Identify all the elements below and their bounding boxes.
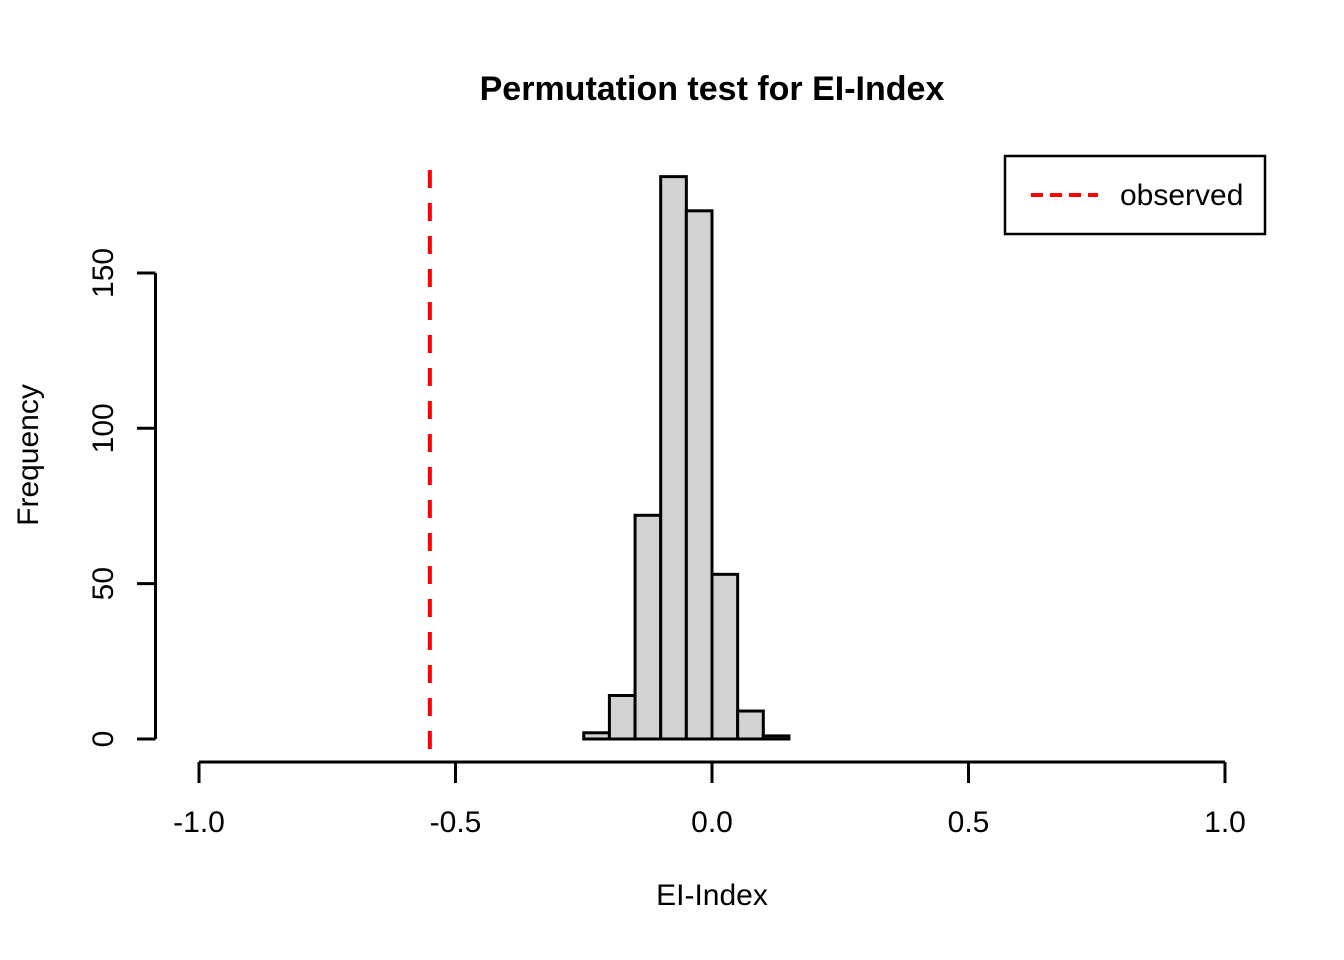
legend: observed (1003, 154, 1267, 236)
histogram-bar (684, 209, 714, 741)
histogram-bar (607, 694, 637, 741)
histogram-bar (710, 572, 740, 741)
x-tick-label: 0.5 (948, 806, 990, 839)
x-tick-label: 0.0 (691, 806, 733, 839)
y-tick-label: 100 (87, 403, 120, 453)
histogram-bar (761, 734, 791, 741)
chart-title: Permutation test for EI-Index (480, 70, 945, 108)
x-tick-label: -0.5 (430, 806, 482, 839)
y-axis-label: Frequency (12, 384, 45, 526)
legend-box (1003, 154, 1267, 236)
x-tick-label: 1.0 (1204, 806, 1246, 839)
legend-label: observed (1120, 179, 1243, 212)
histogram-bar (736, 709, 765, 741)
axes-group: -1.0 -0.5 0.0 0.5 1.0 0 50 100 150 (87, 248, 1246, 839)
y-tick-label: 50 (87, 567, 120, 600)
histogram-bar (659, 175, 688, 741)
histogram-bar (582, 731, 611, 741)
x-axis-label: EI-Index (656, 879, 768, 912)
histogram-bar (633, 513, 663, 741)
histogram-bars-group (582, 175, 791, 741)
y-tick-label: 0 (87, 731, 120, 748)
x-tick-label: -1.0 (173, 806, 225, 839)
y-tick-label: 150 (87, 248, 120, 298)
